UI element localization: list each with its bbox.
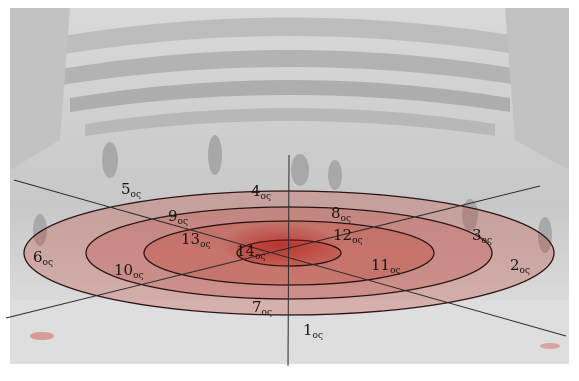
right-wall [505, 8, 569, 170]
seating-tier [70, 80, 510, 112]
dancer-silhouettes [33, 135, 552, 253]
zone-label-7: 7ος [252, 298, 272, 318]
zone-labels: 1ος 2ος 3ος 4ος 5ος 6ος 7ος 8ος 9ος 10ος… [33, 180, 530, 341]
zone-label-8: 8ος [331, 204, 351, 224]
zone-label-3: 3ος [472, 226, 492, 246]
center-glow [220, 223, 340, 267]
zone-label-11: 11ος [371, 256, 401, 276]
seating-tier [55, 50, 525, 86]
floor-prop [30, 332, 54, 340]
zone-label-4: 4ος [251, 182, 271, 202]
zone-label-13: 13ος [181, 230, 211, 250]
zone-label-14: 14ος [236, 242, 266, 262]
zone-label-9: 9ος [168, 207, 188, 227]
zone-label-5: 5ος [121, 180, 141, 200]
left-wall [10, 8, 70, 170]
zone-label-12: 12ος [333, 226, 363, 246]
axis-lines [5, 154, 567, 367]
seating-tier [85, 108, 495, 136]
floor-prop [540, 343, 560, 349]
axis-vertical [287, 154, 290, 367]
zone-label-1: 1ος [303, 321, 323, 341]
axis-diagonal-up [5, 185, 541, 319]
zone-label-2: 2ος [510, 256, 530, 276]
zone-label-10: 10ος [114, 261, 144, 281]
axis-diagonal-down [13, 179, 567, 337]
zone-label-6: 6ος [33, 248, 53, 268]
seating-tier [40, 17, 540, 58]
